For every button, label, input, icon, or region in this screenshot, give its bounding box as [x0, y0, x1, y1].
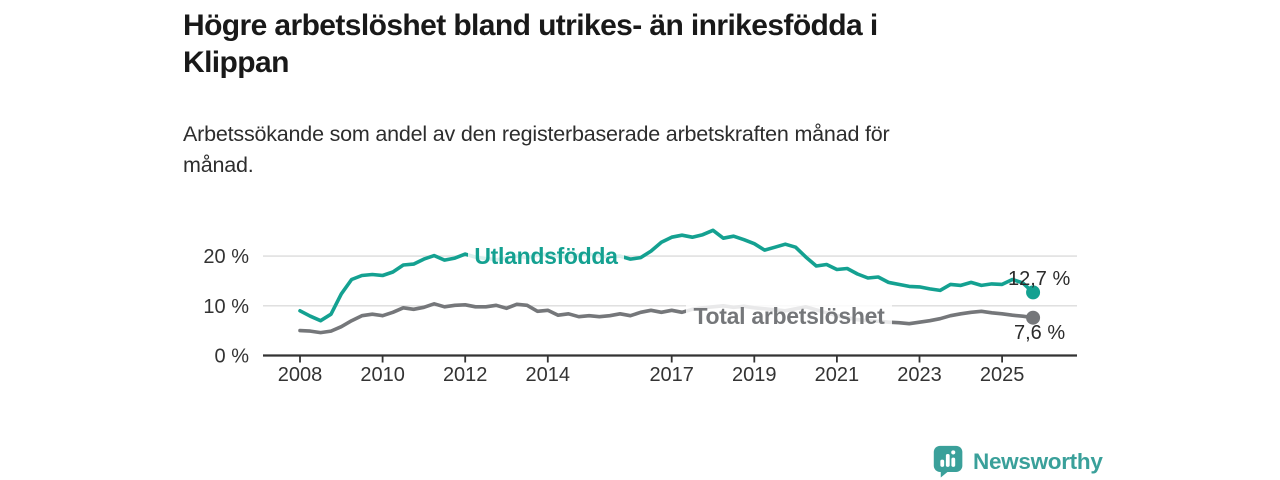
y-tick-label: 20 % [203, 246, 249, 268]
series-line [298, 228, 1035, 323]
series-end-dot [1026, 285, 1041, 300]
x-tick-label: 2021 [815, 364, 860, 386]
series-end-value: 7,6 % [1014, 322, 1065, 344]
y-tick-label: 0 % [215, 346, 250, 368]
logo-bar-medium [951, 457, 956, 467]
x-tick-label: 2019 [732, 364, 777, 386]
series-label-halo [468, 243, 624, 270]
x-tick-label: 2023 [897, 364, 942, 386]
series-label-halo [686, 302, 892, 329]
series-end-dot [1026, 310, 1041, 325]
x-tick-label: 2014 [526, 364, 571, 386]
series-label: Total arbetslöshet [694, 303, 886, 329]
page-title: Högre arbetslöshet bland utrikes- än inr… [183, 9, 878, 79]
logo-bar-short [940, 459, 945, 467]
newsworthy-icon [933, 445, 963, 478]
y-tick-label: 10 % [203, 296, 249, 318]
brand-name: Newsworthy [973, 449, 1103, 474]
x-tick-label: 2008 [278, 364, 323, 386]
newsworthy-logo: Newsworthy [933, 445, 1103, 479]
chart-subtitle: Arbetssökande som andel av den registerb… [183, 122, 890, 177]
logo-bar-tall [945, 453, 950, 467]
x-tick-label: 2012 [443, 364, 488, 386]
x-tick-label: 2010 [360, 364, 405, 386]
series-end-value: 12,7 % [1008, 268, 1070, 290]
series-label: Utlandsfödda [474, 243, 618, 269]
series-line [298, 301, 1035, 335]
x-tick-label: 2017 [649, 364, 694, 386]
x-tick-label: 2025 [980, 364, 1025, 386]
logo-bubble-tail [940, 470, 949, 478]
logo-exclamation-dot [951, 450, 956, 455]
